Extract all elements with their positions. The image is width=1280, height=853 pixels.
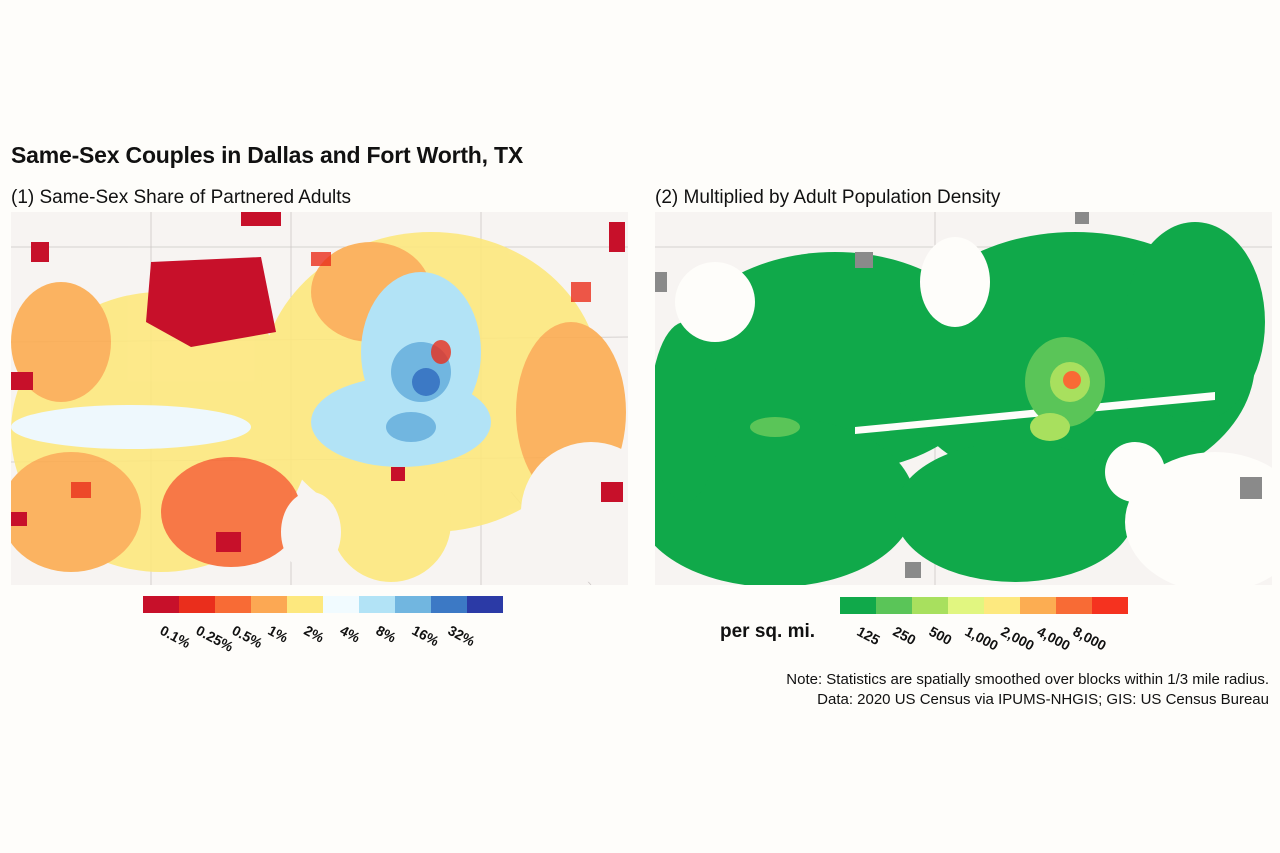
share-legend-swatch xyxy=(143,596,179,613)
figure-title: Same-Sex Couples in Dallas and Fort Wort… xyxy=(11,142,524,168)
source-note: Note: Statistics are spatially smoothed … xyxy=(786,670,1269,710)
share-legend-tick-label: 0.5% xyxy=(229,622,266,652)
share-legend-tick-label: 0.1% xyxy=(157,622,194,652)
density-legend-tick-label: 500 xyxy=(926,623,955,649)
share-map xyxy=(11,212,628,585)
density-map xyxy=(655,212,1272,585)
share-legend-tick-label: 8% xyxy=(373,622,399,646)
density-legend-swatches xyxy=(840,597,1204,614)
share-legend-tick-label: 16% xyxy=(409,622,442,650)
density-map-image xyxy=(655,212,1272,585)
share-legend-tick-label: 2% xyxy=(301,622,327,646)
share-legend-tick-label: 0.25% xyxy=(193,622,237,655)
note-line-2: Data: 2020 US Census via IPUMS-NHGIS; GI… xyxy=(817,691,1269,708)
density-legend-swatch xyxy=(1020,597,1056,614)
share-legend-tick-label: 32% xyxy=(445,622,478,650)
density-legend-tick-label: 1,000 xyxy=(962,623,1001,654)
share-legend-tick-label: 4% xyxy=(337,622,363,646)
density-legend-unit: per sq. mi. xyxy=(720,621,816,642)
density-legend-swatch xyxy=(1056,597,1092,614)
density-legend-tick-label: 4,000 xyxy=(1034,623,1073,654)
share-legend-swatch xyxy=(215,596,251,613)
density-legend-swatch xyxy=(876,597,912,614)
share-legend-swatches xyxy=(143,596,507,613)
share-map-image xyxy=(11,212,628,585)
density-legend-tick-label: 2,000 xyxy=(998,623,1037,654)
density-legend-tick-label: 250 xyxy=(890,623,919,649)
share-legend-swatch xyxy=(251,596,287,613)
share-legend-swatch xyxy=(431,596,467,613)
panel-2-subtitle: (2) Multiplied by Adult Population Densi… xyxy=(655,187,1001,208)
share-legend-swatch xyxy=(467,596,503,613)
share-legend-swatch xyxy=(323,596,359,613)
share-legend-swatch xyxy=(395,596,431,613)
share-legend-swatch xyxy=(287,596,323,613)
density-legend-tick-label: 125 xyxy=(854,623,883,649)
density-legend-swatch xyxy=(948,597,984,614)
density-legend-swatch xyxy=(984,597,1020,614)
panel-1-subtitle: (1) Same-Sex Share of Partnered Adults xyxy=(11,187,352,208)
share-legend-swatch xyxy=(179,596,215,613)
share-legend-tick-label: 1% xyxy=(265,622,291,646)
note-line-1: Note: Statistics are spatially smoothed … xyxy=(786,671,1269,688)
density-legend-tick-label: 8,000 xyxy=(1070,623,1109,654)
density-legend: 125 250 500 1,000 2,000 4,000 8,000 xyxy=(840,597,1204,657)
density-legend-swatch xyxy=(840,597,876,614)
share-legend-swatch xyxy=(359,596,395,613)
share-legend: 0.1% 0.25% 0.5% 1% 2% 4% 8% 16% 32% xyxy=(143,596,507,656)
density-legend-swatch xyxy=(1092,597,1128,614)
density-legend-swatch xyxy=(912,597,948,614)
